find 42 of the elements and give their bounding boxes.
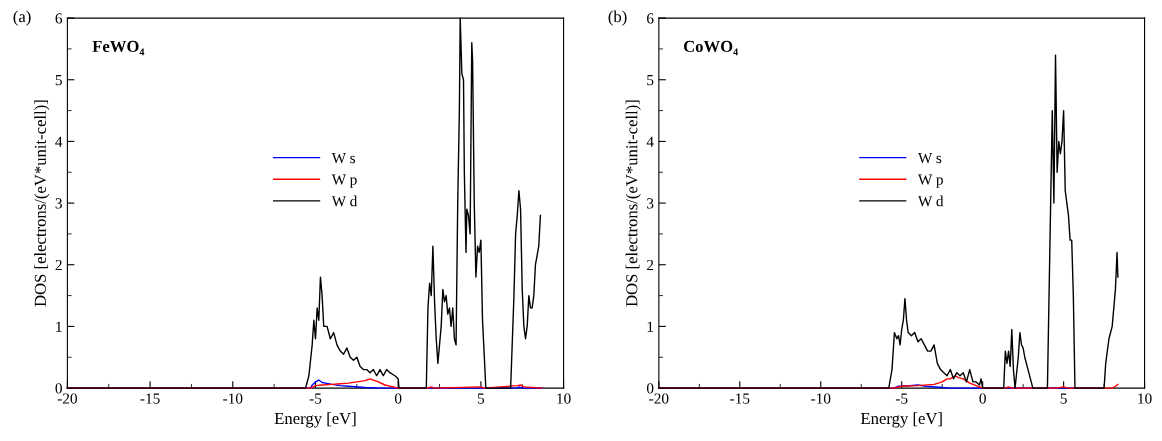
x-tick-label: 5	[1060, 393, 1067, 404]
x-tick-label: -5	[895, 393, 908, 404]
x-axis-title: Energy [eV]	[274, 412, 356, 428]
x-tick-label: 5	[477, 393, 485, 404]
x-tick-label: -5	[309, 393, 322, 404]
y-tick-label: 4	[55, 136, 63, 147]
y-tick-label: 0	[646, 383, 654, 394]
text: (a)	[13, 10, 31, 26]
legend-label: W p	[917, 174, 943, 188]
x-tick-label: -15	[140, 393, 160, 404]
y-tick-label: 3	[55, 198, 62, 209]
y-tick-label: 6	[55, 13, 63, 24]
annotation: FeWO₄	[92, 40, 145, 56]
x-tick-label: -10	[223, 393, 243, 404]
y-tick-label: 5	[647, 75, 654, 86]
y-tick-label: 5	[55, 75, 62, 86]
x-tick-label: 10	[557, 393, 571, 404]
legend-label: W s	[331, 153, 356, 164]
y-tick-label: 3	[647, 198, 654, 209]
legend-label: W s	[917, 153, 942, 164]
x-tick-label: 10	[1138, 393, 1152, 404]
x-tick-label: -15	[730, 393, 750, 404]
annotation: CoWO₄	[683, 40, 738, 56]
x-tick-label: -10	[811, 393, 831, 404]
y-axis-title: DOS [electrons/(eV*unit-cell)]	[34, 100, 50, 307]
x-tick-label: 0	[394, 393, 402, 404]
y-tick-label: 6	[647, 13, 654, 24]
y-tick-label: 1	[647, 321, 654, 332]
x-tick-label: -20	[649, 393, 669, 404]
y-tick-label: 2	[55, 259, 62, 271]
y-tick-label: 0	[55, 383, 62, 394]
y-tick-label: 4	[646, 136, 654, 147]
y-axis-title: DOS [electrons/(eV*unit-cell)]	[625, 100, 641, 307]
legend-label: W p	[331, 174, 357, 188]
x-tick-label: -20	[57, 393, 77, 404]
legend-label: W d	[917, 195, 944, 207]
legend-label: W d	[331, 195, 358, 207]
text: (b)	[608, 10, 627, 26]
x-tick-label: 0	[979, 393, 986, 404]
x-axis-title: Energy [eV]	[860, 412, 942, 428]
y-tick-label: 2	[647, 259, 654, 271]
y-tick-label: 1	[56, 321, 62, 332]
